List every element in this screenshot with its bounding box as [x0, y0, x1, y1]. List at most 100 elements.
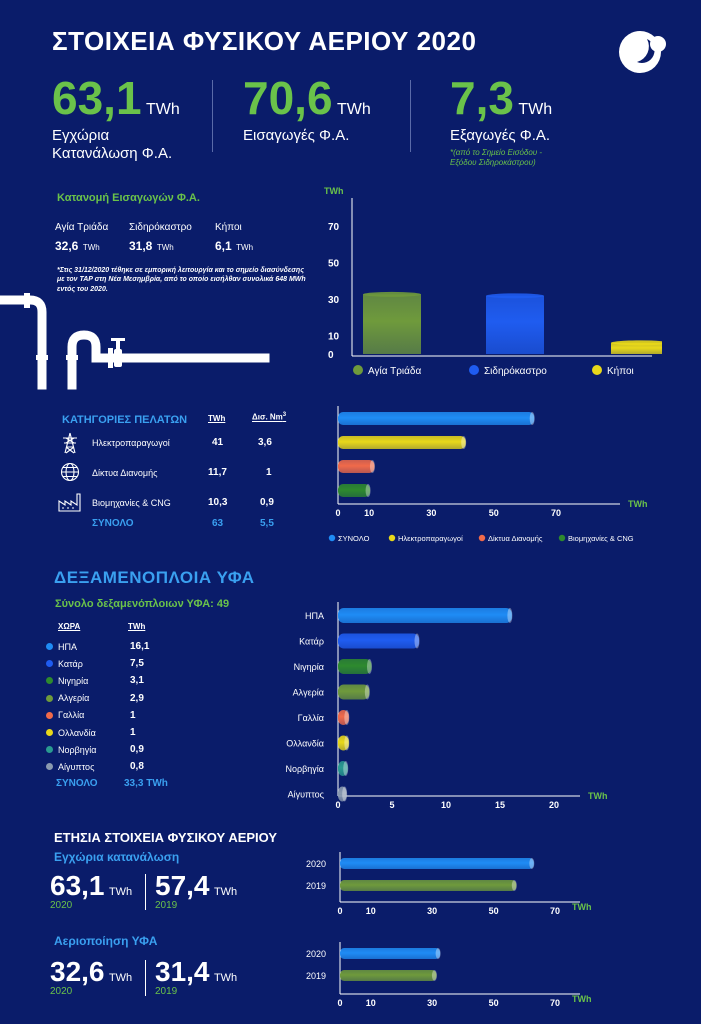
kpi-imports-unit: TWh [336, 101, 371, 118]
x-tick-label: 0 [337, 998, 342, 1008]
lng-country-value: 1 [130, 727, 136, 739]
y-tick-label: 30 [328, 295, 340, 306]
import-point-value: 31,8 [129, 239, 153, 253]
customer-row-twh: 41 [212, 437, 224, 448]
legend-marker [592, 365, 602, 375]
lng-total-label: ΣΥΝΟΛΟ [56, 778, 98, 789]
lng-country-name: Γαλλία [58, 710, 85, 721]
lng-col-twh: TWh [128, 622, 146, 631]
kpi-exports-note-2: Εξόδου Σιδηροκάστρου) [450, 158, 536, 167]
bar-cap [364, 684, 370, 700]
company-logo-icon [619, 31, 666, 73]
x-tick-label: 50 [489, 508, 499, 518]
category-label: 2019 [306, 971, 326, 981]
bar-cap [342, 786, 348, 802]
x-tick-label: 0 [335, 508, 340, 518]
lng-country-value: 16,1 [130, 641, 150, 653]
bar-cap [344, 710, 350, 725]
import-point-name: Αγία Τριάδα [55, 222, 109, 233]
category-label: Γαλλία [298, 713, 324, 723]
kpi-imports: 70,6 TWh Εισαγωγές Φ.Α. [243, 75, 371, 145]
bar [338, 484, 371, 497]
import-point-unit: TWh [156, 243, 174, 252]
annual-lng-2019-unit: TWh [213, 972, 238, 984]
bar-cap [363, 291, 421, 297]
y-tick-label: 0 [328, 350, 334, 361]
customers-total-label: ΣΥΝΟΛΟ [92, 518, 134, 529]
annual-lng-bar-chart: 0 10 30 50 70 TWh 2020 2019 [306, 942, 592, 1008]
lng-country-value: 2,9 [130, 692, 144, 704]
kpi-divider [410, 80, 411, 152]
legend-label: ΣΥΝΟΛΟ [338, 534, 370, 543]
annual-consumption-2020-unit: TWh [108, 886, 133, 898]
legend-label: Αγία Τριάδα [368, 365, 421, 377]
annual-consumption-2020-value: 63,1 [50, 870, 105, 901]
legend-marker [469, 365, 479, 375]
kpi-exports-value: 7,3 [450, 72, 514, 124]
customer-row-nm3: 3,6 [258, 437, 272, 448]
customer-row-nm3: 1 [266, 467, 272, 478]
bar-cap [511, 880, 517, 891]
kpi-exports: 7,3 TWh Εξαγωγές Φ.Α. *(από το Σημείο Ει… [450, 75, 552, 168]
legend-label: Σιδηρόκαστρο [484, 365, 547, 377]
lng-country-row: Αίγυπτος 0,8 [46, 758, 176, 775]
bar [338, 735, 349, 751]
bar-cap [461, 436, 467, 449]
lng-country-value: 0,8 [130, 761, 144, 773]
bar [338, 412, 535, 425]
bar [363, 294, 421, 354]
kpi-consumption: 63,1 TWh Εγχώρια Κατανάλωση Φ.Α. [52, 75, 180, 163]
annual-consumption-heading: Εγχώρια κατανάλωση [54, 850, 180, 864]
imports-note: *Στις 31/12/2020 τέθηκε σε εμπορική λειτ… [57, 267, 306, 293]
annual-heading: ΕΤΗΣΙΑ ΣΤΟΙΧΕΙΑ ΦΥΣΙΚΟΥ ΑΕΡΙΟΥ [54, 830, 278, 845]
x-tick-label: 20 [549, 800, 559, 810]
category-label: 2020 [306, 949, 326, 959]
customers-col-twh: TWh [208, 414, 226, 423]
bar [338, 710, 349, 725]
legend-marker [46, 729, 53, 737]
bar [340, 858, 534, 869]
bar-cap [529, 858, 535, 869]
bar-cap [366, 659, 372, 674]
legend-label: Ηλεκτροπαραγωγοί [398, 534, 463, 543]
kpi-consumption-value: 63,1 [52, 72, 142, 124]
lng-country-name: Ολλανδία [58, 727, 96, 738]
imports-heading: Κατανομή Εισαγωγών Φ.Α. [57, 192, 200, 204]
annual-consumption-2020: 63,1 TWh 2020 [50, 870, 133, 912]
globe-network-icon [60, 462, 80, 482]
legend-label: Βιομηχανίες & CNG [568, 534, 634, 543]
legend-marker [46, 660, 53, 668]
lng-country-name: Αίγυπτος [58, 761, 95, 772]
y-tick-label: 10 [328, 332, 340, 343]
bar-cap [414, 633, 420, 649]
bar-cap [611, 340, 662, 346]
import-point-unit: TWh [236, 243, 254, 252]
bar [340, 948, 441, 959]
x-tick-label: 0 [337, 906, 342, 916]
customers-total-twh: 63 [212, 518, 224, 529]
legend-marker [328, 534, 336, 542]
customer-row-twh: 11,7 [208, 467, 227, 478]
category-label: Κατάρ [299, 637, 324, 647]
lng-col-country: ΧΩΡΑ [58, 622, 81, 631]
bar [338, 761, 348, 776]
category-label: Αίγυπτος [288, 790, 325, 800]
bar-cap [486, 293, 544, 299]
lng-country-row: Ολλανδία 1 [46, 724, 176, 741]
power-pylon-icon [63, 432, 77, 454]
legend-marker [388, 534, 396, 542]
annual-divider [145, 960, 146, 996]
x-axis-label: TWh [588, 791, 608, 801]
x-axis-label: TWh [628, 499, 648, 509]
lng-country-bar-chart: 0 5 10 15 20 TWh ΗΠΑ Κατάρ Νιγηρία Αλγερία Γαλλία Ο… [285, 602, 608, 810]
annual-lng-2019: 31,4 TWh 2019 [155, 958, 238, 998]
lng-country-list: ΗΠΑ 16,1 Κατάρ 7,5 Νιγηρία 3,1 Αλγερία 2,9 Γαλλί… [46, 638, 176, 776]
bar-cap [365, 484, 371, 497]
lng-country-row: Νιγηρία 3,1 [46, 672, 176, 689]
customers-heading: ΚΑΤΗΓΟΡΙΕΣ ΠΕΛΑΤΩΝ [62, 414, 188, 426]
bar-cap [369, 460, 375, 473]
legend-marker [46, 711, 53, 719]
import-point-unit: TWh [82, 243, 100, 252]
category-label: 2019 [306, 881, 326, 891]
bar [340, 970, 437, 981]
